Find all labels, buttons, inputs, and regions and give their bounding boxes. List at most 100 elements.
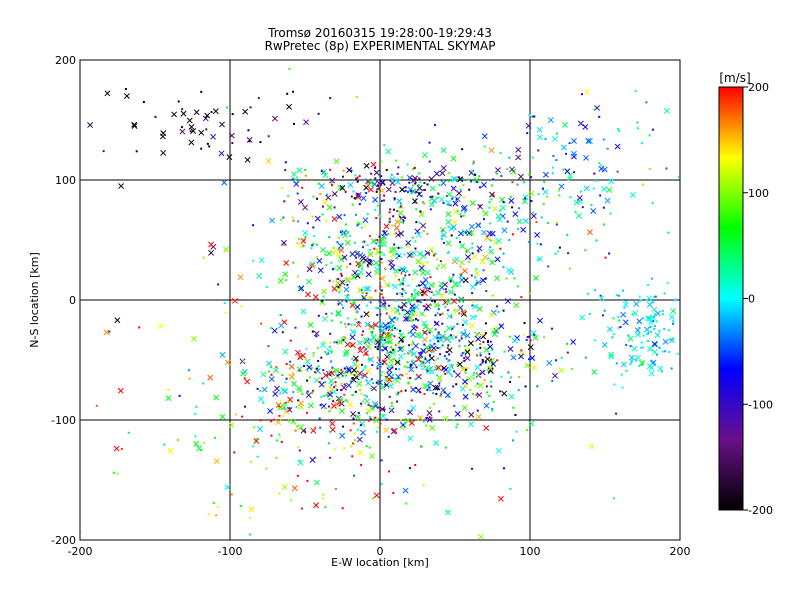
data-point-cross xyxy=(632,310,639,317)
data-point-cross xyxy=(570,150,577,157)
data-point-dot xyxy=(399,220,402,223)
data-point-cross xyxy=(468,223,475,230)
data-point-dot xyxy=(464,329,467,332)
data-point-dot xyxy=(397,166,400,169)
data-point-dot xyxy=(391,376,394,379)
data-point-dot xyxy=(509,376,512,379)
data-point-dot xyxy=(330,383,333,386)
data-point-dot xyxy=(363,262,366,265)
data-point-dot xyxy=(310,366,313,369)
data-point-dot xyxy=(320,395,323,398)
data-point-cross xyxy=(564,168,571,175)
data-point-cross xyxy=(533,275,539,282)
data-point-dot xyxy=(371,330,374,333)
data-point-cross xyxy=(433,365,440,372)
data-point-dot xyxy=(461,324,464,327)
data-point-dot xyxy=(361,240,364,243)
data-point-dot xyxy=(474,173,477,176)
data-point-dot xyxy=(294,326,297,329)
data-point-dot xyxy=(346,265,349,268)
data-point-cross xyxy=(495,237,502,244)
data-point-dot xyxy=(451,286,454,289)
data-point-dot xyxy=(648,134,651,137)
data-point-cross xyxy=(379,327,386,334)
data-point-dot xyxy=(490,385,493,388)
data-point-cross xyxy=(428,246,435,253)
data-point-cross xyxy=(337,339,343,346)
data-point-cross xyxy=(590,208,597,214)
data-point-dot xyxy=(499,152,502,155)
data-point-cross xyxy=(347,401,354,408)
data-point-cross xyxy=(475,222,482,229)
data-point-dot xyxy=(390,322,393,325)
data-point-cross xyxy=(488,147,495,154)
data-point-dot xyxy=(665,167,668,170)
data-point-dot xyxy=(444,372,447,375)
data-point-dot xyxy=(430,350,433,353)
data-point-dot xyxy=(446,309,449,312)
data-point-dot xyxy=(349,429,352,432)
data-point-dot xyxy=(335,278,338,281)
data-point-dot xyxy=(311,330,314,333)
data-point-dot xyxy=(360,267,363,270)
data-point-dot xyxy=(486,341,489,344)
data-point-cross xyxy=(379,236,386,243)
data-point-dot xyxy=(359,401,362,404)
data-point-cross xyxy=(648,370,655,377)
data-point-dot xyxy=(555,223,558,226)
data-point-dot xyxy=(259,389,262,392)
data-point-dot xyxy=(456,423,459,426)
data-point-dot xyxy=(458,176,461,179)
data-point-dot xyxy=(499,247,502,250)
data-point-dot xyxy=(642,346,645,349)
data-point-cross xyxy=(454,196,461,203)
data-point-dot xyxy=(454,336,457,339)
data-point-dot xyxy=(428,360,431,363)
data-point-cross xyxy=(440,165,447,172)
data-point-cross xyxy=(394,359,401,366)
data-point-dot xyxy=(305,358,308,361)
data-point-dot xyxy=(380,175,383,178)
data-point-dot xyxy=(566,351,569,354)
data-point-cross xyxy=(368,179,375,186)
data-point-dot xyxy=(429,276,432,279)
data-point-cross xyxy=(350,274,357,281)
data-point-dot xyxy=(385,327,388,330)
data-point-dot xyxy=(217,283,220,286)
data-point-cross xyxy=(261,386,268,393)
data-point-dot xyxy=(452,419,455,422)
data-point-dot xyxy=(398,269,401,272)
data-point-dot xyxy=(329,409,332,412)
data-point-cross xyxy=(333,158,340,165)
data-point-dot xyxy=(288,67,291,70)
data-point-cross xyxy=(409,306,416,313)
data-point-cross xyxy=(450,155,457,162)
data-point-dot xyxy=(526,335,529,338)
data-point-dot xyxy=(439,336,442,339)
data-point-cross xyxy=(364,321,371,328)
data-point-dot xyxy=(377,187,380,190)
data-point-cross xyxy=(460,309,467,315)
data-point-dot xyxy=(603,223,606,226)
data-point-dot xyxy=(292,90,295,93)
data-point-cross xyxy=(312,294,319,301)
data-point-dot xyxy=(327,442,330,445)
data-point-dot xyxy=(326,193,329,196)
data-point-dot xyxy=(255,437,258,440)
data-point-dot xyxy=(311,215,314,218)
data-point-cross xyxy=(257,396,264,403)
data-point-dot xyxy=(377,339,380,342)
data-point-dot xyxy=(414,378,417,381)
data-point-cross xyxy=(620,311,627,318)
data-point-dot xyxy=(291,216,294,219)
data-point-dot xyxy=(475,393,478,396)
data-point-dot xyxy=(471,252,474,255)
data-point-dot xyxy=(382,414,385,417)
data-point-dot xyxy=(393,327,396,330)
data-point-cross xyxy=(438,196,445,203)
data-point-dot xyxy=(407,352,410,355)
data-point-cross xyxy=(396,198,403,204)
data-point-cross xyxy=(510,354,517,361)
data-point-dot xyxy=(415,221,418,224)
data-point-cross xyxy=(483,402,490,409)
